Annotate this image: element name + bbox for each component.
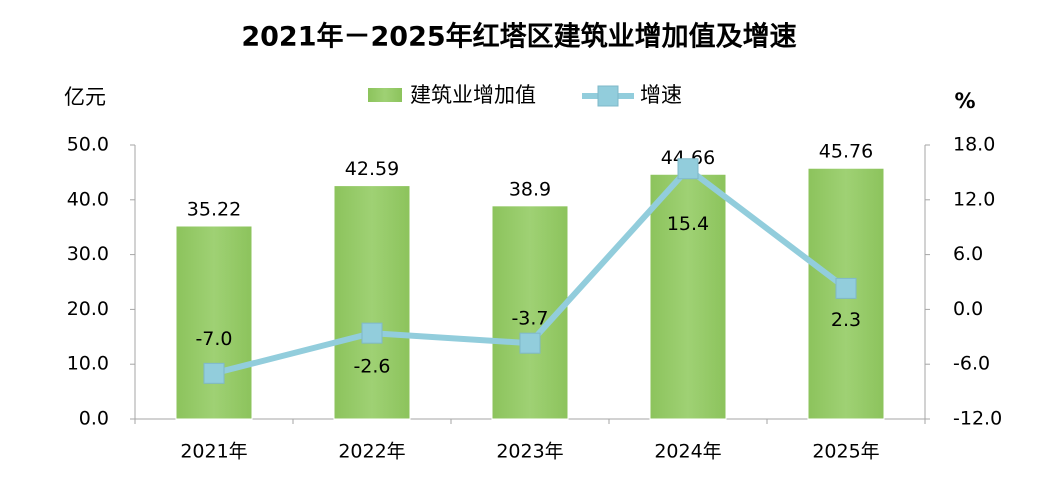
line-marker [519, 332, 541, 354]
y2-axis-label: % [954, 89, 975, 113]
y2-tick-label: 6.0 [953, 243, 983, 265]
bar-value-label: 35.22 [187, 198, 241, 220]
y2-tick-label: 12.0 [953, 188, 995, 210]
legend-label: 建筑业增加值 [410, 83, 536, 107]
y-tick-label: 10.0 [67, 353, 109, 375]
x-tick-label: 2024年 [654, 441, 721, 463]
bar-value-label: 38.9 [509, 178, 551, 200]
y-tick-label: 40.0 [67, 188, 109, 210]
y2-tick-label: -12.0 [953, 408, 1002, 430]
y-axis-label: 亿元 [64, 85, 106, 109]
bar-value-label: 45.76 [819, 141, 873, 163]
legend-swatch [597, 85, 619, 107]
y-tick-label: 30.0 [67, 243, 109, 265]
x-tick-label: 2021年 [180, 441, 247, 463]
line-value-label: 2.3 [831, 309, 861, 331]
y-tick-label: 50.0 [67, 134, 109, 156]
y-tick-label: 0.0 [79, 408, 109, 430]
y2-tick-label: 0.0 [953, 298, 983, 320]
chart-title: 2021年－2025年红塔区建筑业增加值及增速 [241, 21, 796, 53]
line-value-label: -2.6 [353, 356, 390, 378]
line-value-label: -7.0 [195, 328, 232, 350]
line-marker [203, 362, 225, 384]
bar [175, 225, 253, 420]
bar-value-label: 44.66 [661, 147, 715, 169]
x-tick-label: 2023年 [496, 441, 563, 463]
line-marker [835, 277, 857, 299]
bar [649, 173, 727, 420]
x-tick-label: 2022年 [338, 441, 405, 463]
bar [333, 185, 411, 420]
line-marker [361, 322, 383, 344]
bar-value-label: 42.59 [345, 158, 399, 180]
x-tick-label: 2025年 [812, 441, 879, 463]
legend-swatch [368, 88, 402, 102]
y2-tick-label: -6.0 [953, 353, 990, 375]
line-value-label: -3.7 [511, 308, 548, 330]
y2-tick-label: 18.0 [953, 134, 995, 156]
line-marker [677, 158, 699, 180]
y-tick-label: 20.0 [67, 298, 109, 320]
legend-label: 增速 [640, 83, 682, 107]
line-value-label: 15.4 [667, 213, 709, 235]
